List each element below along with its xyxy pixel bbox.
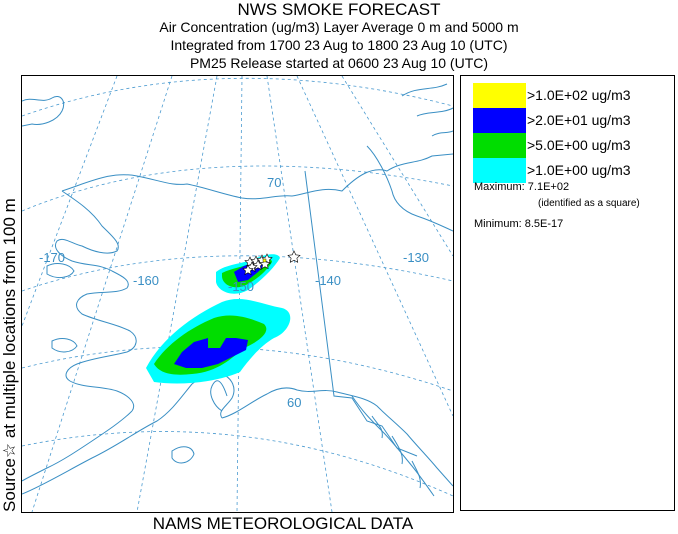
latitude-lines <box>22 77 453 497</box>
lon-label-150: -150 <box>228 279 254 294</box>
southeast-islands <box>371 415 421 489</box>
plume-south-blue <box>174 338 248 368</box>
canada-coast <box>366 145 453 232</box>
forecast-title: NWS SMOKE FORECAST <box>237 0 441 19</box>
legend-maximum: Maximum: 7.1E+02 <box>474 181 570 193</box>
source-star-7 <box>259 258 271 270</box>
lon-line-180 <box>22 76 118 327</box>
alaska-peninsula-south <box>22 372 235 495</box>
legend-panel: >1.0E+02 ug/m3 >2.0E+01 ug/m3 >5.0E+00 u… <box>460 75 675 511</box>
lon-line-130 <box>296 76 453 417</box>
lat-line-75 <box>22 77 453 117</box>
legend-swatch-cyan <box>473 158 526 183</box>
legend-item-green: >5.0E+00 ug/m3 <box>473 133 673 158</box>
lat-label-60: 60 <box>287 395 301 410</box>
legend-item-yellow: >1.0E+02 ug/m3 <box>473 83 673 108</box>
alaska-north-coast <box>61 153 453 200</box>
lon-line-160 <box>136 76 218 512</box>
legend-swatch-green <box>473 133 526 158</box>
source-side-label: Source☆ at multiple locations from 100 m <box>0 198 19 512</box>
legend-swatch-blue <box>473 108 526 133</box>
us-canada-border <box>304 170 418 457</box>
st-lawrence-island <box>46 263 75 279</box>
lon-label-160: -160 <box>133 273 159 288</box>
lon-label-140: -140 <box>315 273 341 288</box>
legend-item-cyan: >1.0E+00 ug/m3 <box>473 158 673 183</box>
meteorological-data-label: NAMS METEOROLOGICAL DATA <box>152 514 414 533</box>
alaska-peninsula <box>22 410 133 482</box>
longitude-lines <box>22 76 453 512</box>
kenai-inlet <box>210 380 228 412</box>
map-svg: -170 -160 -150 -140 -130 70 60 <box>22 76 453 512</box>
southcentral-coast <box>221 387 453 487</box>
alaska-west-coast <box>55 190 137 412</box>
legend-swatch-yellow <box>473 83 526 108</box>
siberia-coast <box>22 96 65 127</box>
canada-islands <box>401 83 453 137</box>
lon-line-170 <box>31 76 173 512</box>
lat-line-70 <box>22 165 453 212</box>
southeast-panhandle <box>351 395 435 497</box>
forecast-subtitle-concentration: Air Concentration (ug/m3) Layer Average … <box>159 19 519 35</box>
lon-line-150 <box>236 76 243 512</box>
lon-line-140 <box>266 76 333 512</box>
source-star-8 <box>242 264 254 276</box>
maximum-square-marker <box>262 258 267 263</box>
forecast-subtitle-release: PM25 Release started at 0600 23 Aug 10 (… <box>189 55 489 71</box>
lon-line-120 <box>341 76 453 257</box>
legend-label-green: >5.0E+00 ug/m3 <box>527 137 631 153</box>
legend-item-blue: >2.0E+01 ug/m3 <box>473 108 673 133</box>
lat-line-65 <box>22 255 453 292</box>
lat-label-70: 70 <box>267 175 281 190</box>
lon-label-170: -170 <box>39 250 65 265</box>
coastlines <box>22 83 453 497</box>
source-star-isolated <box>287 250 301 263</box>
legend-label-cyan: >1.0E+00 ug/m3 <box>527 162 631 178</box>
lon-label-130: -130 <box>403 250 429 265</box>
legend-label-yellow: >1.0E+02 ug/m3 <box>527 87 631 103</box>
smoke-plume-south <box>146 298 291 384</box>
source-markers <box>242 250 301 276</box>
nunivak-island <box>51 338 78 353</box>
lat-line-60 <box>22 346 453 392</box>
legend-label-blue: >2.0E+01 ug/m3 <box>527 112 631 128</box>
legend-maximum-note: (identified as a square) <box>538 198 640 209</box>
lat-line-55 <box>22 431 453 497</box>
forecast-subtitle-integration: Integrated from 1700 23 Aug to 1800 23 A… <box>170 37 508 53</box>
map-panel: -170 -160 -150 -140 -130 70 60 <box>21 75 454 513</box>
kodiak-island <box>171 446 195 464</box>
legend-minimum: Minimum: 8.5E-17 <box>474 218 564 230</box>
